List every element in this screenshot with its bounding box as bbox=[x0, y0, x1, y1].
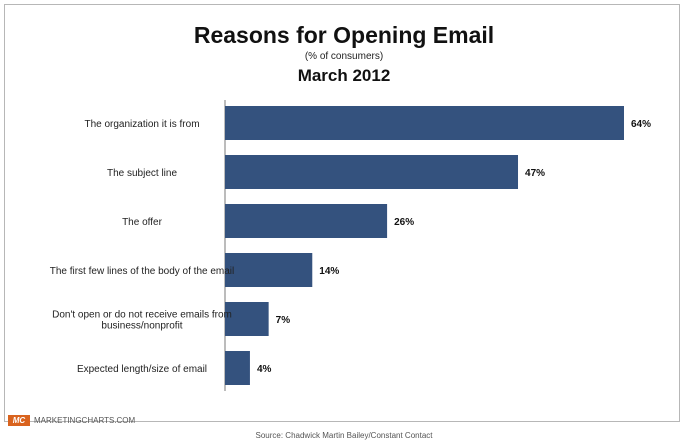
chart-subtitle: (% of consumers) bbox=[304, 51, 384, 62]
bar bbox=[225, 302, 269, 336]
bar bbox=[225, 204, 388, 238]
value-label: 4% bbox=[257, 364, 272, 375]
value-label: 47% bbox=[525, 168, 545, 179]
value-label: 7% bbox=[276, 315, 291, 326]
brand-label: MARKETINGCHARTS.COM bbox=[34, 416, 136, 425]
bar bbox=[225, 253, 313, 287]
category-label: The organization it is from bbox=[84, 119, 199, 130]
bar bbox=[225, 106, 624, 140]
category-label: The offer bbox=[122, 217, 163, 228]
category-label: The first few lines of the body of the e… bbox=[50, 266, 235, 277]
chart-title: Reasons for Opening Email bbox=[193, 22, 495, 48]
category-label: The subject line bbox=[107, 168, 177, 179]
value-label: 14% bbox=[319, 266, 339, 277]
bar bbox=[225, 351, 250, 385]
category-label: Expected length/size of email bbox=[77, 364, 207, 375]
value-label: 26% bbox=[394, 217, 414, 228]
category-label: Don't open or do not receive emails from bbox=[52, 310, 232, 321]
marketingcharts-logo: MC bbox=[8, 415, 30, 426]
category-label: business/nonprofit bbox=[101, 321, 182, 332]
value-label: 64% bbox=[631, 119, 651, 130]
source-note: Source: Chadwick Martin Bailey/Constant … bbox=[255, 431, 433, 440]
bar bbox=[225, 155, 519, 189]
chart-date: March 2012 bbox=[297, 66, 391, 85]
